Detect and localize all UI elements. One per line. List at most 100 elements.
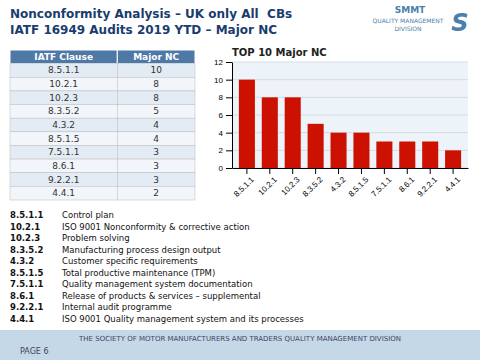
- table-text: 10.2.3: [49, 93, 78, 103]
- table-cell: [117, 173, 195, 187]
- y-axis: 0 2 4 6 8 10 12: [214, 58, 232, 173]
- tick-label: 8.3.5.2: [301, 175, 325, 199]
- note-clause: 8.5.1.1: [10, 210, 43, 220]
- footer-text: THE SOCIETY OF MOTOR MANUFACTURERS AND T…: [78, 335, 401, 343]
- bar: [376, 142, 392, 169]
- note-description: Quality management system documentation: [62, 279, 253, 289]
- note-clause: 10.2.1: [10, 222, 40, 232]
- tick-mark: [292, 168, 293, 174]
- logo-text: SMMT: [395, 5, 426, 15]
- footer-background: [0, 330, 480, 360]
- x-axis: 8.5.1.110.2.110.2.38.3.5.24.3.28.5.1.57.…: [232, 168, 468, 199]
- table-header: IATF Clause: [34, 52, 93, 62]
- bar: [285, 97, 301, 168]
- tick-mark: [384, 168, 385, 174]
- table-header-cell: [10, 50, 117, 64]
- tick-label: 4: [219, 129, 224, 138]
- note-clause: 7.5.1.1: [10, 279, 43, 289]
- note-description: Problem solving: [62, 233, 130, 243]
- page-title: Nonconformity Analysis – UK only All CBs: [10, 7, 292, 21]
- tick-mark: [315, 168, 316, 174]
- table-text: 8: [153, 79, 159, 89]
- tick: 2: [219, 146, 232, 155]
- table-cell: [117, 77, 195, 91]
- axis-line: [233, 168, 469, 169]
- table-cell: [10, 77, 117, 91]
- note-description: Customer specific requirements: [62, 256, 198, 266]
- tick: 10.2.1: [257, 168, 279, 197]
- bar: [399, 142, 415, 169]
- tick-label: 9.2.2.1: [415, 175, 439, 199]
- tick: 8: [219, 93, 232, 102]
- logo-text: S: [451, 9, 468, 37]
- table-text: 5: [153, 106, 159, 116]
- tick: 8.3.5.2: [301, 168, 325, 199]
- tick-mark: [246, 168, 247, 174]
- table-text: 4: [153, 120, 159, 130]
- table-cell: [117, 105, 195, 119]
- tick: 0: [219, 164, 232, 173]
- tick-label: 0: [219, 164, 224, 173]
- table-cell: [117, 186, 195, 200]
- tick-label: 10: [214, 76, 223, 85]
- note-description: Total productive maintenance (TPM): [61, 268, 215, 278]
- table-text: 3: [153, 147, 159, 157]
- table-text: 7.5.1.1: [48, 147, 80, 157]
- table-text: 8.6.1: [52, 161, 75, 171]
- table-text: 8.3.5.2: [48, 106, 80, 116]
- grid: [232, 62, 468, 168]
- page: Nonconformity Analysis – UK only All CBs…: [0, 0, 480, 360]
- table-cell: [10, 64, 117, 78]
- note-description: Internal audit programme: [62, 302, 172, 312]
- table-cell: [10, 159, 117, 173]
- tick-label: 7.5.1.1: [370, 175, 394, 199]
- tick-label: 4.3.2: [329, 175, 348, 194]
- grid-line: [232, 79, 468, 80]
- tick-label: 10.2.3: [280, 175, 302, 197]
- tick-label: 8: [219, 93, 224, 102]
- note-description: Control plan: [62, 210, 114, 220]
- note-description: ISO 9001 Quality management system and i…: [62, 314, 304, 324]
- tick: 8.5.1.5: [347, 168, 371, 199]
- tick-mark: [453, 168, 454, 174]
- tick: 6: [219, 111, 232, 120]
- grid-line: [232, 62, 468, 63]
- notes: 8.5.1.1 Control plan 10.2.1 ISO 9001 Noncon…: [10, 210, 304, 324]
- table-text: 4.4.1: [52, 188, 75, 198]
- table-header: Major NC: [133, 52, 179, 62]
- note-clause: 8.3.5.2: [10, 245, 43, 255]
- tick-mark: [226, 80, 232, 81]
- logo-text: DIVISION: [394, 25, 421, 32]
- table-cell: [10, 132, 117, 146]
- table-text: 8.5.1.1: [48, 65, 80, 75]
- table-cell: [117, 64, 195, 78]
- tick-mark: [226, 62, 232, 63]
- tick-mark: [226, 150, 232, 151]
- tick-label: 12: [214, 58, 223, 67]
- tick-label: 8.5.1.5: [347, 175, 371, 199]
- tick-mark: [430, 168, 431, 174]
- table-text: 2: [153, 188, 159, 198]
- axis-line: [232, 63, 233, 169]
- note-description: ISO 9001 Nonconformity & corrective acti…: [62, 222, 250, 232]
- tick: 4: [219, 129, 232, 138]
- table-cell: [117, 145, 195, 159]
- table-text: 3: [153, 161, 159, 171]
- tick: 12: [214, 58, 232, 67]
- table-text: 8.5.1.5: [48, 134, 80, 144]
- tick: 7.5.1.1: [370, 168, 394, 199]
- table: IATF ClauseMajor NC8.5.1.11010.2.1810.2.…: [10, 50, 195, 200]
- tick: 9.2.2.1: [415, 168, 439, 199]
- table-cell: [117, 91, 195, 105]
- tick: 8.5.1.1: [232, 168, 256, 199]
- table-cell: [10, 105, 117, 119]
- table-cell: [10, 186, 117, 200]
- table-cell: [117, 118, 195, 132]
- logo-text: QUALITY MANAGEMENT: [373, 17, 444, 24]
- table-text: 8: [153, 93, 159, 103]
- tick-mark: [407, 168, 408, 174]
- note-clause: 4.3.2: [10, 256, 34, 266]
- tick-label: 4.4.1: [443, 175, 462, 194]
- table-cell: [10, 118, 117, 132]
- tick-label: 10.2.1: [257, 175, 279, 197]
